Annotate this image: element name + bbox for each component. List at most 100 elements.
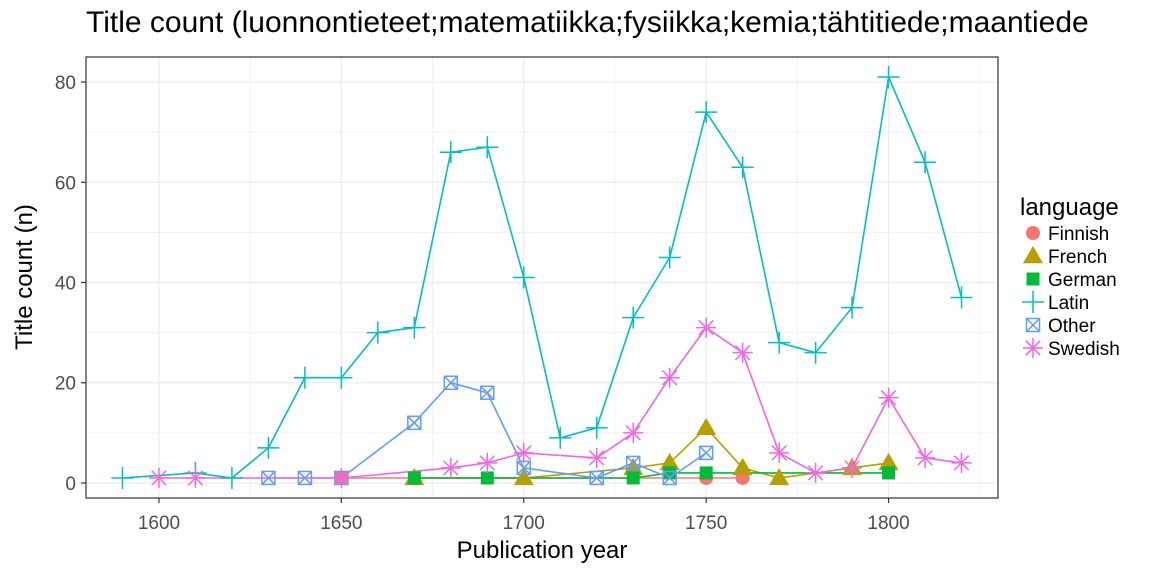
data-point-swedish: [805, 462, 826, 483]
legend-item-german: German: [1026, 270, 1117, 291]
gridlines: [86, 57, 998, 498]
y-tick-label: 20: [55, 374, 76, 395]
legend-item-swedish: Swedish: [1023, 338, 1120, 360]
data-point-latin: [658, 246, 681, 269]
data-point-swedish: [951, 452, 972, 473]
data-point-swedish: [842, 457, 863, 478]
data-point-latin: [914, 151, 937, 174]
data-point-latin: [439, 141, 462, 164]
data-point-french: [878, 452, 899, 471]
legend-label-swedish: Swedish: [1048, 339, 1120, 360]
legend-item-finnish: Finnish: [1026, 224, 1109, 245]
data-point-german: [882, 466, 896, 480]
panel-background: [86, 57, 998, 498]
data-point-other: [698, 445, 714, 461]
data-point-french: [769, 467, 790, 486]
data-point-swedish: [185, 467, 206, 488]
data-point-swedish: [331, 467, 352, 488]
data-point-german: [480, 471, 494, 485]
data-point-swedish: [148, 467, 169, 488]
legend-label-latin: Latin: [1048, 293, 1089, 314]
data-point-french: [623, 457, 644, 476]
data-point-latin: [950, 286, 973, 309]
legend-item-latin: Latin: [1022, 291, 1089, 314]
data-point-other: [297, 470, 313, 486]
data-point-french: [732, 457, 753, 476]
data-point-latin: [476, 136, 499, 159]
data-point-german: [626, 471, 640, 485]
x-tick-label: 1800: [867, 513, 909, 534]
legend-label-german: German: [1048, 270, 1117, 291]
data-point-swedish: [586, 447, 607, 468]
data-point-latin: [257, 436, 280, 459]
legend-key-german: [1026, 272, 1040, 286]
data-point-other: [480, 385, 495, 401]
data-point-latin: [622, 306, 645, 329]
data-point-german: [407, 471, 421, 485]
data-point-latin: [293, 366, 316, 389]
data-point-swedish: [513, 442, 534, 463]
data-point-french: [659, 452, 680, 471]
legend-label-french: French: [1048, 247, 1107, 268]
data-point-other: [443, 375, 459, 390]
data-point-latin: [220, 466, 243, 489]
data-point-other: [589, 470, 604, 486]
data-point-latin: [585, 416, 608, 439]
axes: 1600 1650 1700 1750 1800 0 20 40 60 80: [55, 73, 910, 534]
data-point-latin: [731, 156, 754, 179]
data-point-other: [261, 470, 276, 486]
y-tick-label: 80: [55, 73, 76, 94]
legend-label-finnish: Finnish: [1048, 224, 1109, 245]
data-point-other: [407, 415, 422, 431]
x-tick-label: 1650: [320, 513, 362, 534]
data-point-latin: [403, 316, 426, 339]
data-point-latin: [877, 66, 900, 89]
chart-title: Title count (luonnontieteet;matematiikka…: [86, 6, 1089, 39]
legend-title: language: [1020, 194, 1119, 221]
data-point-latin: [330, 366, 353, 389]
data-point-swedish: [440, 457, 461, 478]
data-point-swedish: [696, 317, 717, 338]
legend-item-french: French: [1023, 246, 1107, 268]
y-tick-label: 40: [55, 274, 76, 295]
panel-border: [85, 56, 999, 499]
data-point-latin: [549, 426, 572, 449]
legend-item-other: Other: [1025, 316, 1096, 337]
data-point-swedish: [659, 367, 680, 388]
x-tick-label: 1750: [685, 513, 727, 534]
data-point-latin: [512, 266, 535, 289]
x-axis-title: Publication year: [457, 537, 628, 564]
y-tick-label: 60: [55, 173, 76, 194]
data-point-french: [696, 417, 717, 436]
x-tick-label: 1600: [138, 513, 180, 534]
data-point-latin: [695, 101, 718, 124]
legend-label-other: Other: [1048, 316, 1096, 337]
data-point-swedish: [477, 452, 498, 473]
series-markers: [111, 66, 973, 489]
data-point-latin: [366, 321, 389, 344]
y-tick-label: 0: [65, 474, 76, 495]
legend: language FinnishFrenchGermanLatinOtherSw…: [1020, 194, 1120, 360]
legend-key-finnish: [1026, 226, 1040, 240]
data-point-other: [662, 470, 677, 486]
data-point-swedish: [623, 422, 644, 443]
data-point-other: [625, 455, 641, 471]
data-point-french: [513, 467, 534, 486]
legend-key-swedish: [1023, 338, 1043, 358]
data-point-swedish: [878, 387, 899, 408]
y-axis-title: Title count (n): [11, 204, 38, 350]
data-point-swedish: [732, 342, 753, 363]
legend-key-other: [1025, 317, 1041, 333]
data-point-german: [663, 466, 677, 480]
data-point-latin: [111, 466, 134, 489]
data-point-german: [699, 466, 713, 480]
data-point-latin: [804, 341, 827, 364]
x-tick-label: 1700: [503, 513, 545, 534]
data-point-swedish: [769, 442, 790, 463]
data-point-latin: [768, 331, 791, 354]
data-point-swedish: [915, 447, 936, 468]
legend-key-latin: [1022, 291, 1044, 313]
data-point-latin: [841, 296, 864, 319]
legend-key-french: [1023, 246, 1043, 264]
